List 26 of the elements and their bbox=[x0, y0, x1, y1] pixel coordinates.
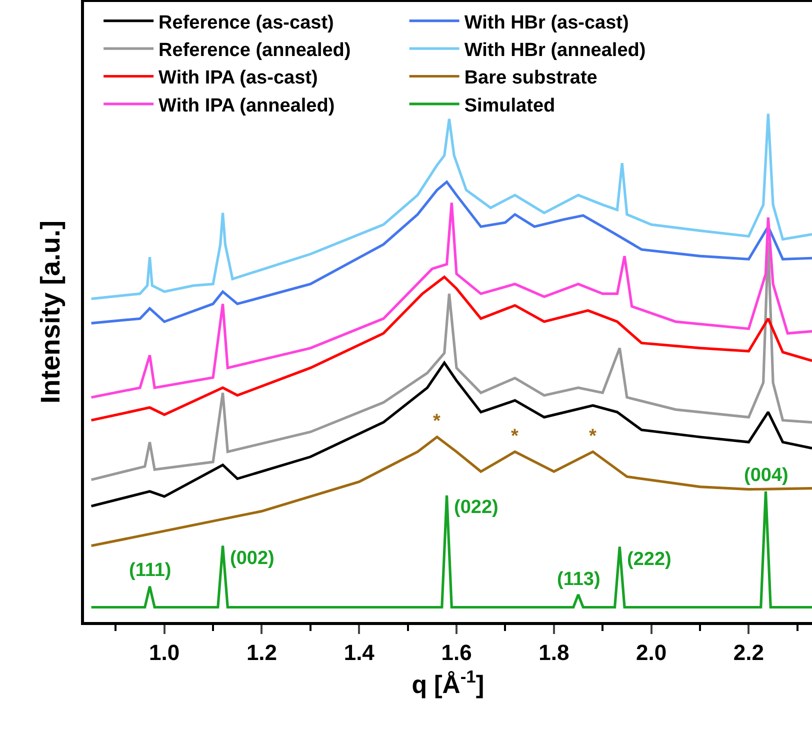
annotation: * bbox=[589, 426, 597, 447]
annotation: (111) bbox=[129, 560, 172, 581]
legend-label: Reference (as-cast) bbox=[158, 12, 334, 34]
x-tick-label: 1.4 bbox=[344, 640, 376, 666]
x-tick-label: 1.2 bbox=[246, 640, 278, 666]
legend-label: With IPA (annealed) bbox=[158, 95, 335, 116]
x-tick-label: 1.6 bbox=[441, 640, 472, 666]
x-tick-label: 1.0 bbox=[149, 640, 180, 666]
legend-label: With HBr (as-cast) bbox=[464, 12, 629, 34]
annotation: (002) bbox=[230, 548, 274, 569]
x-tick-label: 2.0 bbox=[636, 640, 667, 666]
annotation: (113) bbox=[557, 569, 600, 590]
annotation: (022) bbox=[454, 497, 498, 518]
legend-label: With IPA (as-cast) bbox=[158, 68, 318, 89]
legend-label: Reference (annealed) bbox=[158, 40, 351, 61]
y-axis-title: Intensity [a.u.] bbox=[35, 220, 66, 404]
annotation: * bbox=[433, 411, 441, 432]
legend-label: With HBr (annealed) bbox=[464, 40, 646, 61]
x-tick-label: 1.8 bbox=[538, 640, 570, 666]
x-axis-title: q [Å$^{-1}$] bbox=[412, 666, 484, 700]
annotation: * bbox=[511, 426, 519, 447]
legend-label: Bare substrate bbox=[464, 68, 598, 89]
x-tick-label: 2.2 bbox=[733, 640, 764, 666]
legend-label: Simulated bbox=[464, 95, 556, 116]
annotation: (004) bbox=[744, 465, 788, 486]
annotation: (222) bbox=[627, 549, 672, 570]
